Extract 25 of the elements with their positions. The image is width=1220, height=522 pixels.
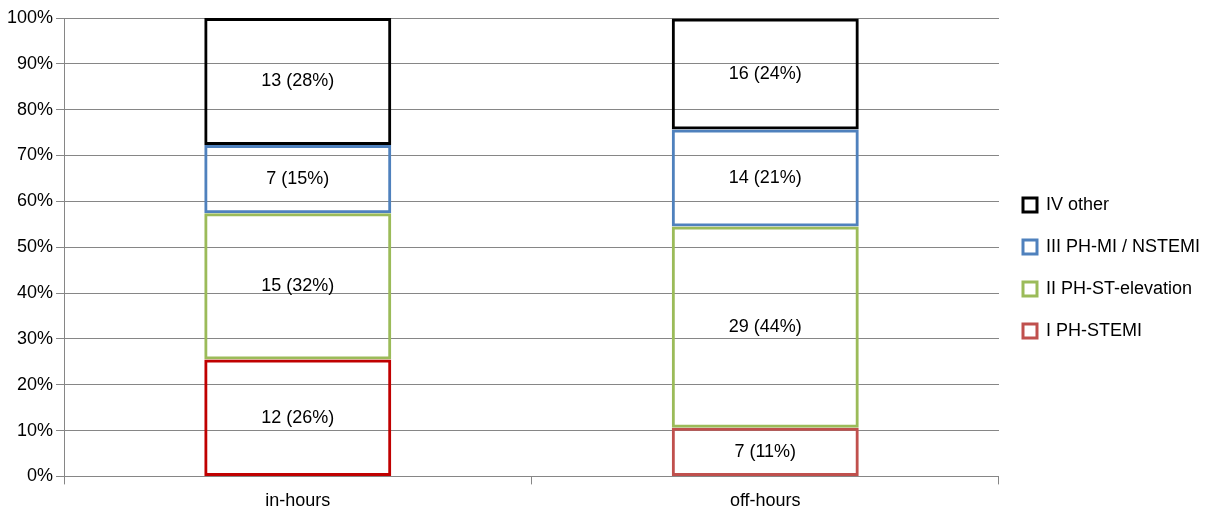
data-label: 12 (26%) bbox=[261, 406, 335, 427]
data-label: 15 (32%) bbox=[261, 275, 335, 296]
y-tick-label: 30% bbox=[17, 327, 54, 348]
legend-label: IV other bbox=[1046, 193, 1110, 214]
legend-label: III PH-MI / NSTEMI bbox=[1046, 235, 1201, 256]
y-tick-label: 80% bbox=[17, 98, 54, 119]
y-tick-label: 90% bbox=[17, 52, 54, 73]
y-tick-label: 50% bbox=[17, 236, 54, 257]
legend-label: I PH-STEMI bbox=[1046, 319, 1143, 340]
data-label: 29 (44%) bbox=[728, 316, 802, 337]
y-tick-label: 0% bbox=[27, 465, 54, 486]
data-label: 7 (11%) bbox=[734, 440, 797, 461]
legend-label: II PH-ST-elevation bbox=[1046, 277, 1193, 298]
y-tick-label: 20% bbox=[17, 373, 54, 394]
y-tick-label: 60% bbox=[17, 190, 54, 211]
data-label: 14 (21%) bbox=[728, 166, 802, 187]
data-label: 16 (24%) bbox=[728, 62, 802, 83]
data-label: 7 (15%) bbox=[266, 168, 330, 189]
y-tick-label: 100% bbox=[6, 6, 54, 27]
y-tick-label: 40% bbox=[17, 282, 54, 303]
x-tick-label: off-hours bbox=[729, 490, 801, 511]
data-label: 13 (28%) bbox=[261, 70, 335, 91]
x-tick-label: in-hours bbox=[265, 490, 331, 511]
y-tick-label: 70% bbox=[17, 144, 54, 165]
y-tick-label: 10% bbox=[17, 419, 54, 440]
